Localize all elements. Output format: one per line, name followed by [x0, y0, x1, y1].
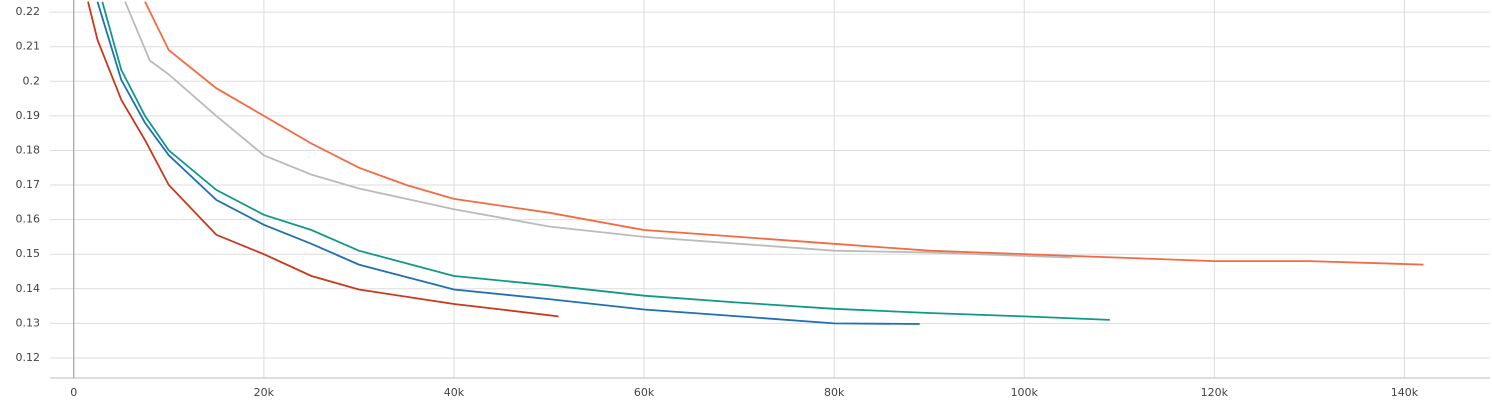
y-tick-label: 0.21 [16, 40, 41, 53]
series-line [87, 1, 559, 318]
x-tick-label: 40k [444, 386, 465, 399]
x-tick-label: 60k [634, 386, 655, 399]
labels: 0.12 0.13 0.14 0.15 0.16 0.17 0.18 0.19 0.2 0.21 0… [16, 5, 1419, 399]
y-tick-label: 0.2 [23, 74, 41, 87]
y-tick-label: 0.22 [16, 5, 41, 18]
y-tick-label: 0.13 [16, 316, 41, 329]
y-tick-label: 0.14 [16, 282, 41, 295]
x-tick-label: 140k [1391, 386, 1419, 399]
series-line [96, 1, 920, 325]
x-tick-label: 120k [1201, 386, 1229, 399]
y-tick-label: 0.19 [16, 109, 41, 122]
y-tick-label: 0.12 [16, 351, 41, 364]
x-tick-label: 20k [254, 386, 275, 399]
x-tick-label: 100k [1011, 386, 1039, 399]
series-line [144, 1, 1424, 266]
series-line [124, 1, 1072, 259]
series-line [101, 1, 1110, 321]
grid [50, 0, 1490, 379]
y-tick-label: 0.17 [16, 178, 41, 191]
lines [87, 1, 1424, 325]
x-tick-label: 0 [70, 386, 77, 399]
y-tick-label: 0.16 [16, 213, 41, 226]
y-tick-label: 0.18 [16, 143, 41, 156]
y-tick-label: 0.15 [16, 247, 41, 260]
x-tick-label: 80k [824, 386, 845, 399]
